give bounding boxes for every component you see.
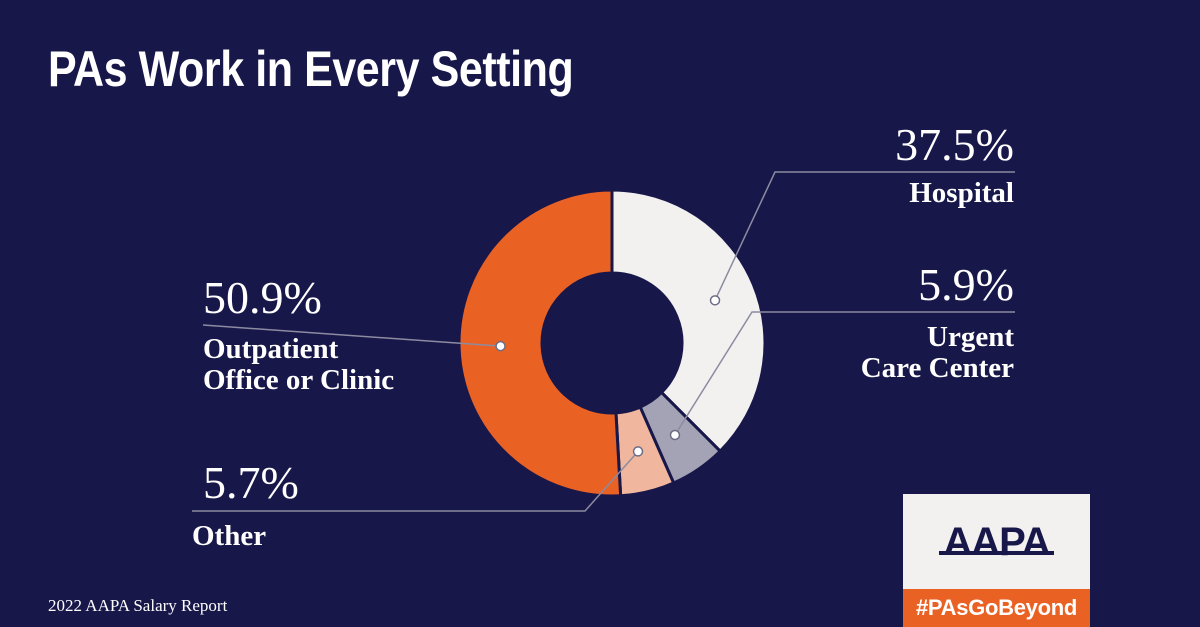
leader-other-dot bbox=[632, 446, 644, 457]
aapa-badge: AAPA #PAsGoBeyond bbox=[903, 494, 1090, 627]
slice-hospital bbox=[610, 188, 767, 454]
label-outpatient-name-line1: Outpatient bbox=[203, 333, 339, 365]
aapa-logo: AAPA bbox=[903, 494, 1090, 589]
leader-urgent-care-dot bbox=[669, 429, 681, 441]
label-outpatient-percent: 50.9% bbox=[203, 272, 322, 323]
leader-hospital-dot bbox=[709, 295, 721, 306]
leader-urgent-care bbox=[674, 311, 1015, 436]
leader-outpatient bbox=[202, 324, 501, 347]
leader-hospital bbox=[714, 171, 1015, 301]
label-other-percent: 5.7% bbox=[203, 457, 299, 508]
label-urgent-name-line1: Urgent bbox=[927, 321, 1014, 353]
footer-source: 2022 AAPA Salary Report bbox=[48, 596, 228, 615]
leader-other bbox=[192, 450, 639, 512]
label-outpatient-name-line2: Office or Clinic bbox=[203, 364, 395, 396]
leader-outpatient-dot bbox=[495, 340, 506, 352]
label-hospital-name: Hospital bbox=[909, 177, 1014, 209]
label-urgent-name-line2: Care Center bbox=[860, 352, 1014, 384]
aapa-logo-bar bbox=[939, 551, 1054, 555]
label-hospital-percent: 37.5% bbox=[895, 119, 1014, 170]
hashtag-label: #PAsGoBeyond bbox=[903, 589, 1090, 627]
page-title: PAs Work in Every Setting bbox=[48, 41, 574, 97]
label-other-name: Other bbox=[192, 520, 267, 552]
slice-outpatient bbox=[457, 188, 623, 498]
label-urgent-percent: 5.9% bbox=[918, 259, 1014, 310]
aapa-logo-text: AAPA bbox=[943, 519, 1050, 564]
